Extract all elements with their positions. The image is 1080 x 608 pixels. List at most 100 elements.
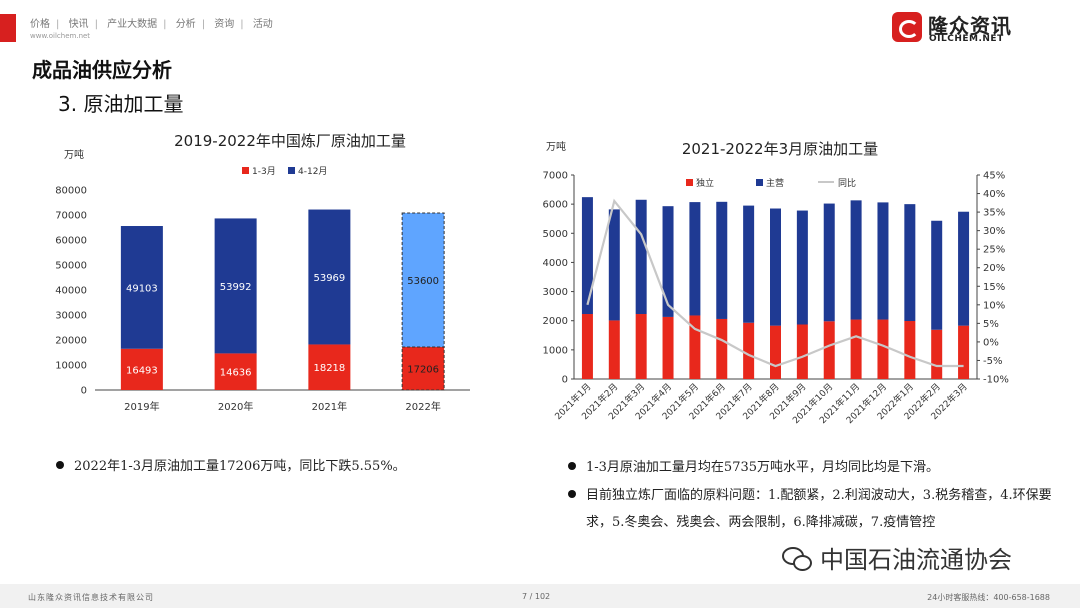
right-bar-independent	[904, 321, 916, 379]
right-bar-main	[608, 209, 620, 321]
right-bar-independent	[716, 318, 728, 379]
oilchem-logo: 隆众资讯 OILCHEM.NET	[892, 12, 1040, 44]
right-y2-tick-label: 30%	[983, 226, 1005, 237]
right-y-tick-label: 1000	[543, 345, 568, 356]
right-y2-tick-label: -5%	[983, 356, 1002, 367]
left-legend-q2: 4-12月	[298, 166, 327, 177]
left-bar-label-q2: 53992	[220, 282, 252, 293]
right-bar-independent	[689, 315, 701, 379]
left-bar-label-q2: 49103	[126, 283, 158, 294]
left-bar-q2	[120, 226, 163, 349]
right-y-tick-label: 2000	[543, 316, 568, 327]
right-bar-main	[850, 200, 862, 320]
nav-item-consult[interactable]: 资询	[214, 19, 235, 30]
right-bar-independent	[581, 314, 593, 379]
right-y2-tick-label: 15%	[983, 282, 1005, 293]
right-legend-yoy: 同比	[838, 177, 856, 189]
chart-right: 2021-2022年3月原油加工量 万吨 独立 主营 同比 0 1000 2000 3…	[543, 140, 1009, 426]
right-yoy-line	[586, 198, 964, 368]
left-y-tick-label: 70000	[55, 211, 87, 222]
nav-item-events[interactable]: 活动	[252, 19, 273, 30]
right-y2-tick-label: 45%	[983, 171, 1005, 182]
left-bar-label-q1: 16493	[126, 365, 158, 376]
right-bar-main	[770, 208, 781, 326]
section-title: 成品油供应分析	[32, 58, 172, 82]
top-nav: 价格 | 快讯 | 产业大数据 | 分析 | 资询 | 活动	[30, 19, 273, 30]
bullet-left-text: 2022年1-3月原油加工量17206万吨，同比下跌5.55%。	[74, 459, 406, 474]
bullet-right-2-text: 目前独立炼厂面临的原料问题：1.配额紧，2.利润波动大，3.税务稽查，4.环保要…	[586, 488, 1052, 530]
right-y-tick-label: 3000	[543, 287, 568, 298]
left-y-tick-label: 10000	[55, 361, 87, 372]
left-bar-label-q2: 53969	[313, 273, 345, 284]
left-y-tick-label: 30000	[55, 311, 87, 322]
left-bar-q1	[120, 348, 163, 390]
footer-hotline: 24小时客服热线：400-658-1688	[927, 593, 1050, 602]
left-chart-ylabel: 万吨	[64, 148, 84, 161]
right-legend-swatch-main	[756, 179, 763, 186]
nav-item-price[interactable]: 价格	[30, 19, 50, 30]
left-y-tick-label: 0	[81, 386, 87, 397]
right-y2-tick-label: -10%	[983, 375, 1009, 386]
right-y-tick-label: 5000	[543, 229, 568, 240]
bullet-dot-icon	[568, 490, 576, 498]
left-y-tick-label: 60000	[55, 236, 87, 247]
right-bar-main	[796, 210, 808, 325]
bullet-left: 2022年1-3月原油加工量17206万吨，同比下跌5.55%。	[56, 453, 496, 480]
right-bar-main	[662, 206, 674, 317]
right-bar-main	[635, 199, 647, 315]
bullet-right-1: 1-3月原油加工量月均在5735万吨水平，月均同比均是下滑。	[568, 454, 1048, 481]
right-bar-main	[689, 202, 701, 316]
left-x-tick-label: 2021年	[312, 400, 347, 413]
right-bar-main	[581, 197, 593, 315]
right-bar-independent	[635, 314, 647, 379]
nav-item-bigdata[interactable]: 产业大数据	[107, 19, 158, 30]
right-y-tick-label: 4000	[543, 258, 568, 269]
footer-company: 山东隆众资讯信息技术有限公司	[28, 593, 154, 602]
right-bar-independent	[608, 320, 620, 379]
logo-en: OILCHEM.NET	[929, 34, 1004, 44]
right-bar-independent	[662, 316, 674, 379]
chart-left: 2019-2022年中国炼厂原油加工量 万吨 1-3月 4-12月 0 10000…	[55, 132, 470, 413]
left-y-tick-label: 20000	[55, 336, 87, 347]
left-x-tick-label: 2019年	[124, 400, 159, 413]
right-bar-main	[958, 211, 970, 326]
logo-mark-icon	[892, 12, 922, 42]
nav-item-analysis[interactable]: 分析	[175, 19, 196, 30]
right-y2-tick-label: 40%	[983, 189, 1005, 200]
right-bar-main	[904, 204, 916, 322]
wechat-account-name: 中国石油流通协会	[820, 546, 1012, 574]
right-legend-independent: 独立	[696, 177, 714, 189]
left-y-tick-label: 50000	[55, 261, 87, 272]
right-bar-independent	[958, 325, 970, 379]
footer: 山东隆众资讯信息技术有限公司 7 / 102 24小时客服热线：400-658-…	[0, 584, 1080, 608]
left-bar-q2	[214, 218, 257, 354]
right-bar-main	[716, 201, 728, 319]
nav-item-news[interactable]: 快讯	[68, 19, 89, 30]
right-y2-tick-label: 25%	[983, 245, 1005, 256]
right-bar-main	[823, 203, 835, 322]
sub-title: 3. 原油加工量	[58, 92, 184, 116]
left-bar-q2	[308, 209, 351, 345]
right-bar-main	[743, 205, 755, 323]
left-bar-q1	[308, 344, 351, 390]
left-bar-label-q1: 14636	[220, 368, 252, 379]
bullet-right-2: 目前独立炼厂面临的原料问题：1.配额紧，2.利润波动大，3.税务稽查，4.环保要…	[568, 482, 1054, 536]
right-y2-tick-label: 20%	[983, 263, 1005, 274]
right-bar-main	[931, 220, 943, 330]
right-y-tick-label: 7000	[543, 171, 568, 182]
right-legend-main: 主营	[766, 177, 784, 189]
right-y-tick-label: 6000	[543, 200, 568, 211]
left-y-tick-label: 80000	[55, 186, 87, 197]
left-x-tick-label: 2022年	[405, 400, 440, 413]
right-y2-tick-label: 10%	[983, 300, 1005, 311]
right-bar-independent	[850, 319, 862, 379]
right-bar-independent	[743, 322, 755, 379]
left-legend-swatch-q1	[242, 167, 249, 174]
bullet-dot-icon	[568, 462, 576, 470]
right-y2-tick-label: 35%	[983, 208, 1005, 219]
right-y-tick-label: 0	[562, 375, 568, 386]
left-legend-q1: 1-3月	[252, 166, 276, 177]
bullet-dot-icon	[56, 461, 64, 469]
left-x-tick-label: 2020年	[218, 400, 253, 413]
left-bar-q1	[402, 346, 445, 390]
